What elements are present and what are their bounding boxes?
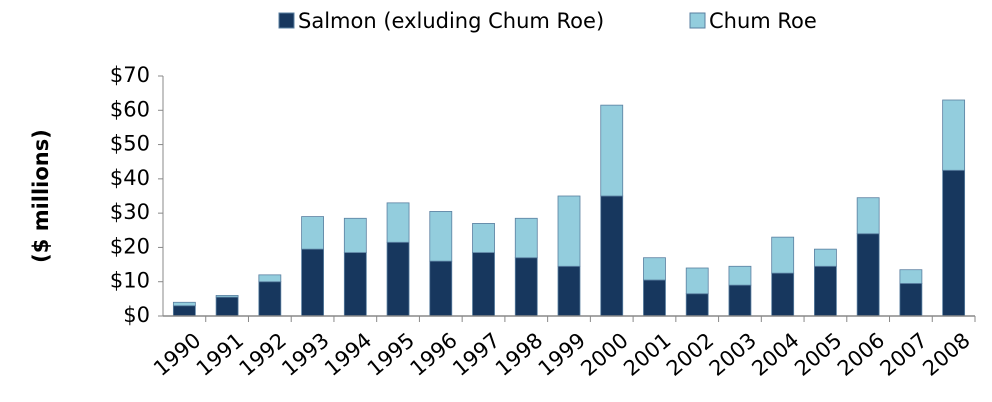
bar-segment [942,99,966,171]
bar-segment [814,248,837,267]
bar-segment [472,223,495,253]
bar-segment [771,272,795,317]
x-tick-label: 2005 [790,328,846,381]
bar-segment [343,217,367,253]
bar-segment [814,265,837,317]
bar-segment [343,252,367,317]
bar-segment [172,305,196,317]
bar-segment [514,257,538,317]
bar-segment [258,274,282,283]
x-tick-label: 2000 [576,328,632,381]
x-tick-label: 1991 [192,328,248,381]
x-tick-label: 2006 [833,328,889,381]
bar-segment [899,283,923,317]
legend-swatch [689,12,706,29]
x-tick-label: 1997 [448,328,504,381]
x-tick-label: 1999 [534,328,590,381]
bar-segment [386,241,410,317]
x-tick-label: 1998 [491,328,547,381]
x-tick-label: 1992 [235,328,291,381]
legend-label: Salmon (exluding Chum Roe) [298,9,604,33]
bar-segment [728,284,752,317]
x-tick-label: 2003 [705,328,761,381]
x-tick-label: 2002 [662,328,718,381]
legend-swatch [278,12,295,29]
bar-segment [514,217,538,259]
bar-segment [899,269,923,284]
bar-segment [215,296,239,317]
bar-segment [215,295,239,298]
bar-segment [472,252,495,317]
x-tick-label: 2008 [918,328,974,381]
bar-segment [429,260,453,317]
x-tick-label: 2001 [619,328,675,381]
x-tick-label: 1996 [405,328,461,381]
bar-segment [728,265,752,286]
y-tick-label: $50 [110,132,150,156]
y-tick-label: $70 [110,63,150,87]
legend-label: Chum Roe [709,9,817,33]
y-tick-label: $20 [110,234,150,258]
y-axis-label: ($ millions) [29,129,53,263]
bar-segment [258,281,282,317]
bar-segment [600,104,624,197]
x-tick-label: 1995 [363,328,419,381]
x-tick-label: 2004 [747,328,803,381]
y-tick-label: $60 [110,97,150,121]
bar-segment [557,265,581,317]
bar-segment [643,257,666,281]
bar-segment [386,202,410,243]
bar-segment [301,216,324,250]
y-tick-label: $40 [110,166,150,190]
bar-segment [856,233,880,317]
bar-segment [685,267,709,295]
bar-segment [172,301,196,307]
bar-segment [685,293,709,317]
x-tick-label: 2007 [876,328,932,381]
bar-segment [643,279,666,317]
bar-segment [771,236,795,274]
x-tick-label: 1990 [149,328,205,381]
bar-segment [557,195,581,267]
x-tick-label: 1994 [320,328,376,381]
x-tick-label: 1993 [277,328,333,381]
y-tick-label: $0 [123,303,150,327]
y-tick-label: $30 [110,200,150,224]
bar-segment [942,169,966,317]
bar-segment [600,195,624,317]
bar-segment [429,211,453,262]
bar-segment [301,248,324,317]
bar-segment [856,197,880,235]
y-tick-label: $10 [110,269,150,293]
